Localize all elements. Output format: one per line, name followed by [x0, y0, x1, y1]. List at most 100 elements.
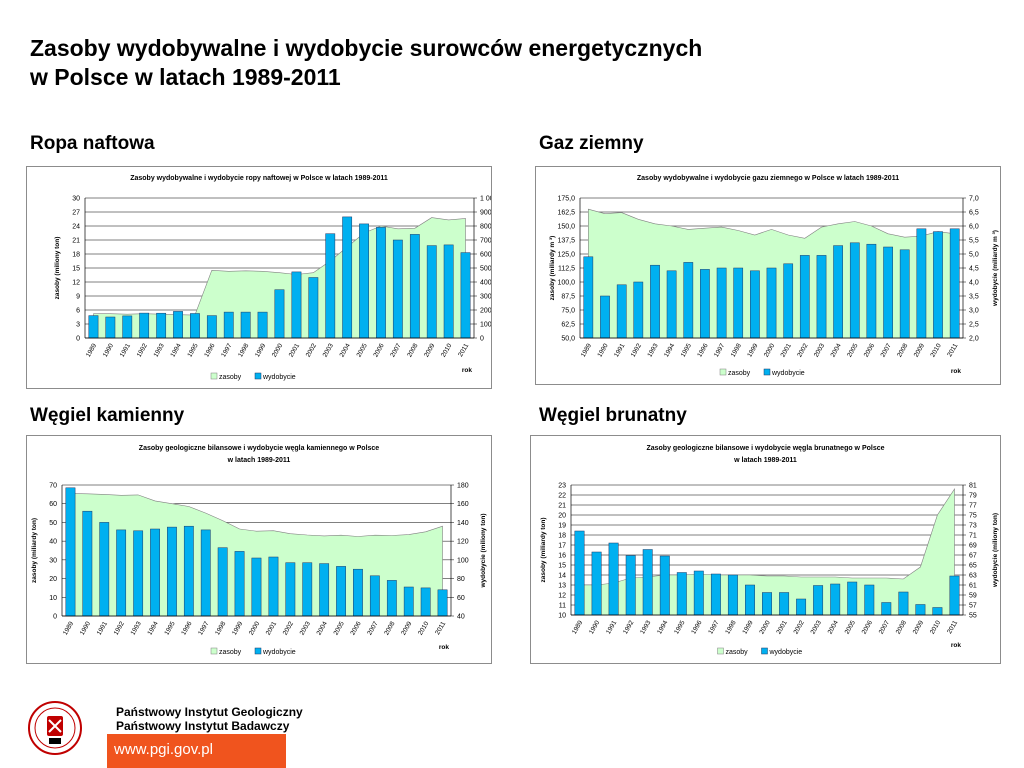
bar-wydobycie [139, 312, 150, 339]
bar-wydobycie [342, 216, 353, 339]
y-tick-left: 16 [558, 553, 566, 560]
x-tick-label: 2009 [913, 342, 926, 358]
bar-wydobycie [386, 580, 397, 617]
bar-wydobycie [105, 316, 116, 339]
bar-wydobycie [223, 311, 234, 339]
x-tick-label: 1998 [237, 342, 250, 358]
x-tick-label: 1992 [630, 342, 643, 358]
bar-wydobycie [240, 311, 251, 339]
bar-wydobycie [710, 573, 721, 616]
bar-wydobycie [727, 574, 738, 616]
y-tick-right: 900 [480, 210, 491, 217]
y-tick-left: 100,0 [557, 280, 575, 287]
bar-wydobycie [625, 555, 636, 616]
y-axis-label-right: wydobycie (miliony ton) [480, 513, 487, 588]
y-tick-right: 80 [457, 576, 465, 583]
section-title-hard-coal: Węgiel kamienny [30, 405, 185, 426]
y-tick-right: 100 [457, 557, 469, 564]
bar-wydobycie [796, 598, 807, 616]
page-title-line2: w Polsce w latach 1989-2011 [30, 64, 341, 90]
website-link[interactable]: www.pgi.gov.pl [114, 741, 213, 758]
x-tick-label: 2008 [383, 620, 396, 636]
y-tick-right: 4,5 [969, 266, 979, 273]
x-tick-label: 1999 [254, 342, 267, 358]
x-tick-label: 2011 [457, 342, 470, 358]
legend-label-zasoby: zasoby [726, 649, 749, 656]
x-tick-label: 1999 [741, 619, 754, 635]
y-tick-left: 18 [558, 533, 566, 540]
x-tick-label: 2006 [372, 342, 385, 358]
bar-wydobycie [443, 244, 454, 339]
x-tick-label: 2006 [861, 619, 874, 635]
legend-label-wydobycie: wydobycie [771, 370, 805, 377]
x-tick-label: 1994 [663, 342, 676, 358]
bar-wydobycie [642, 549, 653, 616]
bar-wydobycie [190, 313, 200, 339]
x-tick-label: 2011 [434, 620, 447, 636]
chart-oil: Zasoby wydobywalne i wydobycie ropy naft… [26, 166, 492, 389]
bar-wydobycie [217, 547, 228, 617]
y-tick-right: 40 [457, 614, 465, 621]
x-tick-label: 1991 [96, 620, 109, 636]
chart-hard-coal-svg: Zasoby geologiczne bilansowe i wydobycie… [31, 445, 487, 656]
x-tick-label: 2008 [406, 342, 419, 358]
x-tick-label: 1989 [580, 342, 593, 358]
y-tick-right: 120 [457, 539, 469, 546]
y-tick-left: 112,5 [558, 266, 575, 273]
x-tick-label: 2004 [316, 620, 329, 636]
y-tick-left: 75,0 [561, 308, 575, 315]
y-tick-left: 27 [72, 210, 80, 217]
y-tick-right: 63 [969, 573, 977, 580]
x-tick-label: 1990 [588, 619, 601, 635]
y-tick-left: 6 [76, 308, 80, 315]
bar-wydobycie [783, 263, 794, 339]
bar-wydobycie [750, 270, 760, 339]
x-tick-label: 1999 [746, 342, 759, 358]
x-tick-label: 2010 [417, 620, 430, 636]
legend-swatch-wydobycie [763, 368, 771, 376]
bar-wydobycie [336, 566, 346, 617]
y-tick-right: 0 [480, 336, 484, 343]
y-tick-right: 600 [480, 252, 491, 259]
x-tick-label: 1994 [169, 342, 182, 358]
x-tick-label: 2008 [895, 619, 908, 635]
y-tick-right: 140 [457, 520, 469, 527]
y-tick-left: 30 [49, 557, 57, 564]
x-tick-label: 1998 [214, 620, 227, 636]
x-tick-label: 1996 [203, 342, 216, 358]
y-tick-right: 400 [480, 280, 491, 287]
x-tick-label: 1989 [85, 342, 98, 358]
bar-wydobycie [308, 277, 319, 339]
y-tick-right: 5,5 [969, 238, 979, 245]
y-axis-label-left: zasoby (miliardy ton) [540, 517, 547, 582]
bar-wydobycie [899, 249, 910, 339]
legend-swatch-wydobycie [761, 647, 768, 655]
legend-swatch-zasoby [210, 647, 218, 655]
y-tick-right: 69 [969, 543, 977, 550]
x-tick-label: 1995 [680, 342, 693, 358]
y-tick-right: 5,0 [969, 252, 979, 259]
chart-lignite: Zasoby geologiczne bilansowe i wydobycie… [530, 435, 1001, 664]
y-tick-left: 20 [49, 576, 57, 583]
x-tick-label: 2006 [349, 620, 362, 636]
bar-wydobycie [799, 255, 810, 339]
bar-wydobycie [65, 487, 76, 617]
bar-wydobycie [150, 528, 160, 617]
bar-wydobycie [916, 228, 927, 339]
legend-swatch-wydobycie [254, 372, 262, 380]
y-tick-left: 40 [49, 539, 57, 546]
bar-wydobycie [403, 586, 414, 617]
bar-wydobycie [325, 233, 336, 339]
bar-wydobycie [683, 262, 694, 339]
chart-title: w latach 1989-2011 [733, 457, 797, 464]
x-tick-label: 1989 [571, 619, 584, 635]
y-tick-left: 62,5 [561, 322, 575, 329]
x-tick-label: 2006 [863, 342, 876, 358]
bar-wydobycie [167, 526, 177, 617]
bar-wydobycie [591, 551, 602, 616]
bar-wydobycie [949, 228, 960, 339]
page-title: Zasoby wydobywalne i wydobycie surowców … [30, 34, 702, 92]
y-tick-right: 160 [457, 501, 469, 508]
y-axis-label-left: zasoby (miliony ton) [54, 237, 61, 300]
y-tick-left: 22 [558, 493, 566, 500]
